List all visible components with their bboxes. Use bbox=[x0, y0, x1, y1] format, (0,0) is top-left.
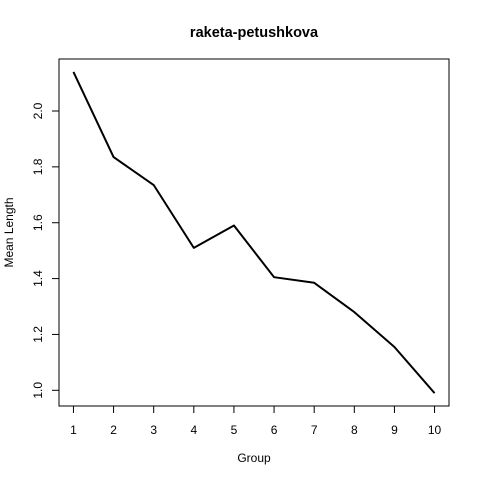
x-tick-label: 10 bbox=[428, 423, 442, 437]
y-tick-label: 1.0 bbox=[31, 382, 45, 399]
y-axis: 1.0 1.2 1.4 1.6 1.8 2.0 bbox=[31, 102, 60, 399]
x-tick-label: 6 bbox=[271, 423, 278, 437]
x-axis: 1 2 3 4 5 6 7 8 9 10 bbox=[70, 405, 442, 437]
chart-title: raketa-petushkova bbox=[190, 25, 319, 41]
x-tick-label: 2 bbox=[110, 423, 117, 437]
x-tick-label: 4 bbox=[190, 423, 197, 437]
x-tick-label: 7 bbox=[311, 423, 318, 437]
x-tick-label: 8 bbox=[351, 423, 358, 437]
x-tick-label: 3 bbox=[150, 423, 157, 437]
y-tick-label: 1.4 bbox=[31, 270, 45, 287]
x-tick-label: 5 bbox=[231, 423, 238, 437]
x-tick-label: 1 bbox=[70, 423, 77, 437]
x-tick-label: 9 bbox=[391, 423, 398, 437]
series-layer bbox=[72, 71, 436, 394]
y-tick-label: 1.2 bbox=[31, 326, 45, 343]
y-tick-label: 1.8 bbox=[31, 158, 45, 175]
series-line bbox=[72, 71, 436, 394]
y-tick-label: 2.0 bbox=[31, 102, 45, 119]
y-axis-label: Mean Length bbox=[2, 197, 16, 267]
x-axis-label: Group bbox=[237, 451, 271, 465]
y-tick-label: 1.6 bbox=[31, 214, 45, 231]
plot-frame bbox=[58, 58, 450, 407]
